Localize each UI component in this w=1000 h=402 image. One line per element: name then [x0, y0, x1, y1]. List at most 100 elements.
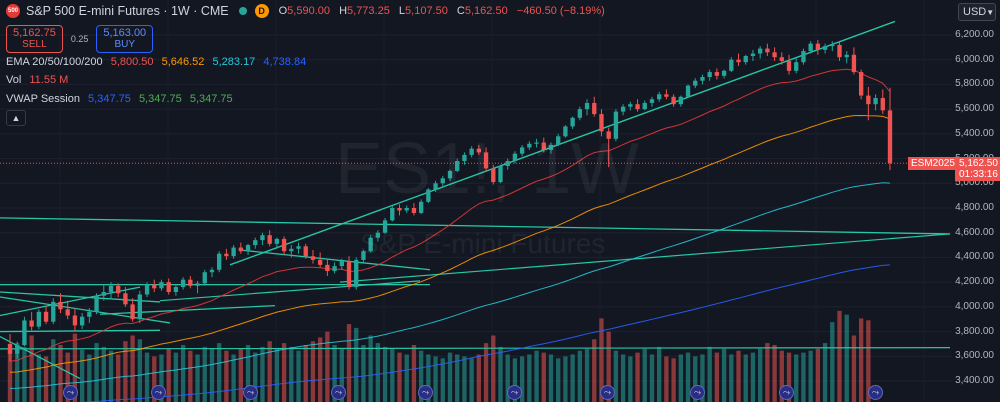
candle-body [274, 238, 280, 244]
ema100-line [9, 182, 891, 389]
volume-bar [512, 358, 518, 402]
volume-bar [43, 356, 49, 402]
dividend-event-icon[interactable]: ⤳ [779, 385, 794, 400]
vwap-legend[interactable]: VWAP Session 5,347.75 5,347.75 5,347.75 [6, 93, 238, 105]
volume-bar [108, 350, 114, 402]
candle-body [815, 43, 821, 50]
ohlc-values: O5,590.00 H5,773.25 L5,107.50 C5,162.50 … [279, 5, 611, 17]
price-axis-tick: 3,400.00 [955, 375, 994, 386]
volume-bars [7, 310, 871, 402]
volume-bar [411, 345, 417, 402]
volume-bar [195, 354, 200, 402]
candle-body [750, 53, 756, 57]
volume-bar [296, 350, 301, 402]
dividend-event-icon[interactable]: ⤳ [507, 385, 522, 400]
volume-bar [231, 354, 236, 402]
trend-line [159, 280, 421, 302]
chart-header: 500 S&P 500 E-mini Futures · 1W · CME D … [6, 4, 611, 18]
watermark-symbol: ES1!, 1W [335, 129, 640, 209]
candle-body [794, 62, 799, 71]
candle-body [548, 144, 554, 150]
last-price-value: 5,162.50 [959, 158, 998, 169]
dividend-event-icon[interactable]: ⤳ [690, 385, 705, 400]
candle-body [382, 220, 388, 233]
candle-body [671, 96, 676, 105]
volume-bar [15, 343, 20, 402]
volume-bar [332, 345, 337, 402]
volume-bar [599, 318, 604, 402]
candle-body [678, 96, 683, 105]
candle-body [72, 315, 78, 326]
dividend-event-icon[interactable]: ⤳ [868, 385, 883, 400]
candle-body [418, 201, 424, 213]
candle-body [527, 143, 532, 148]
volume-bar [541, 352, 546, 402]
ema50-line [9, 114, 891, 373]
volume-bar [390, 348, 395, 402]
trend-line [239, 249, 431, 271]
volume-bar [29, 335, 34, 402]
sell-price: 5,162.75 [13, 27, 56, 39]
symbol-title[interactable]: S&P 500 E-mini Futures · 1W · CME [26, 4, 229, 18]
sell-button[interactable]: 5,162.75 SELL [6, 25, 63, 53]
volume-legend[interactable]: Vol 11.55 M [6, 74, 73, 86]
volume-bar [664, 356, 669, 402]
candle-body [635, 104, 640, 110]
volume-bar [36, 354, 42, 402]
candle-body [253, 240, 258, 246]
volume-bar [65, 352, 70, 402]
candle-body [36, 311, 42, 327]
volume-bar [563, 356, 568, 402]
last-price-label: 5,162.50 01:33:16 [955, 157, 1000, 181]
price-axis-tick: 3,800.00 [955, 325, 994, 337]
change-value: −460.50 (−8.19%) [516, 5, 605, 17]
volume-bar [173, 352, 179, 402]
candle-body [426, 189, 431, 202]
volume-bar [433, 356, 438, 402]
ema20-value: 5,800.50 [110, 56, 154, 68]
dividend-badge[interactable]: D [254, 4, 269, 18]
candle-body [7, 343, 13, 354]
volume-bar [58, 345, 63, 402]
price-axis-tick: 6,200.00 [955, 29, 994, 40]
candle-body [296, 246, 301, 249]
candle-body [592, 102, 597, 115]
buy-button[interactable]: 5,163.00 BUY [96, 25, 154, 53]
ema-legend[interactable]: EMA 20/50/100/200 5,800.50 5,646.52 5,28… [6, 56, 311, 68]
candle-body [325, 264, 330, 272]
candle-body [339, 261, 344, 267]
candle-body [887, 110, 893, 164]
volume-bar [483, 343, 489, 402]
high-value: 5,773.25 [347, 5, 390, 17]
candle-body [830, 44, 835, 47]
watermark-name: S&P E-mini Futures [360, 228, 606, 259]
candle-body [15, 345, 20, 354]
volume-bar [779, 350, 784, 402]
chevron-up-icon[interactable]: ▲ [6, 110, 26, 126]
dividend-event-icon[interactable]: ⤳ [600, 385, 615, 400]
volume-bar [361, 345, 366, 402]
volume-bar [166, 348, 171, 402]
volume-bar [245, 345, 251, 402]
candle-body [79, 316, 85, 326]
candle-body [87, 311, 92, 317]
candle-body [693, 80, 698, 86]
volume-bar [7, 349, 13, 402]
dividend-event-icon[interactable]: ⤳ [418, 385, 433, 400]
ema20-line [9, 68, 891, 362]
volume-bar [303, 345, 308, 402]
currency-select[interactable]: USD ▼ [958, 3, 996, 21]
dividend-event-icon[interactable]: ⤳ [331, 385, 346, 400]
candle-body [462, 154, 467, 162]
volume-bar [758, 348, 763, 402]
candle-body [584, 102, 590, 110]
candle-body [195, 283, 200, 286]
candle-body [801, 51, 806, 63]
candle-body [281, 238, 287, 252]
dividend-event-icon[interactable]: ⤳ [151, 385, 166, 400]
dividend-event-icon[interactable]: ⤳ [63, 385, 78, 400]
high-label: H [339, 5, 348, 17]
dividend-event-icon[interactable]: ⤳ [243, 385, 258, 400]
volume-bar [94, 343, 99, 402]
